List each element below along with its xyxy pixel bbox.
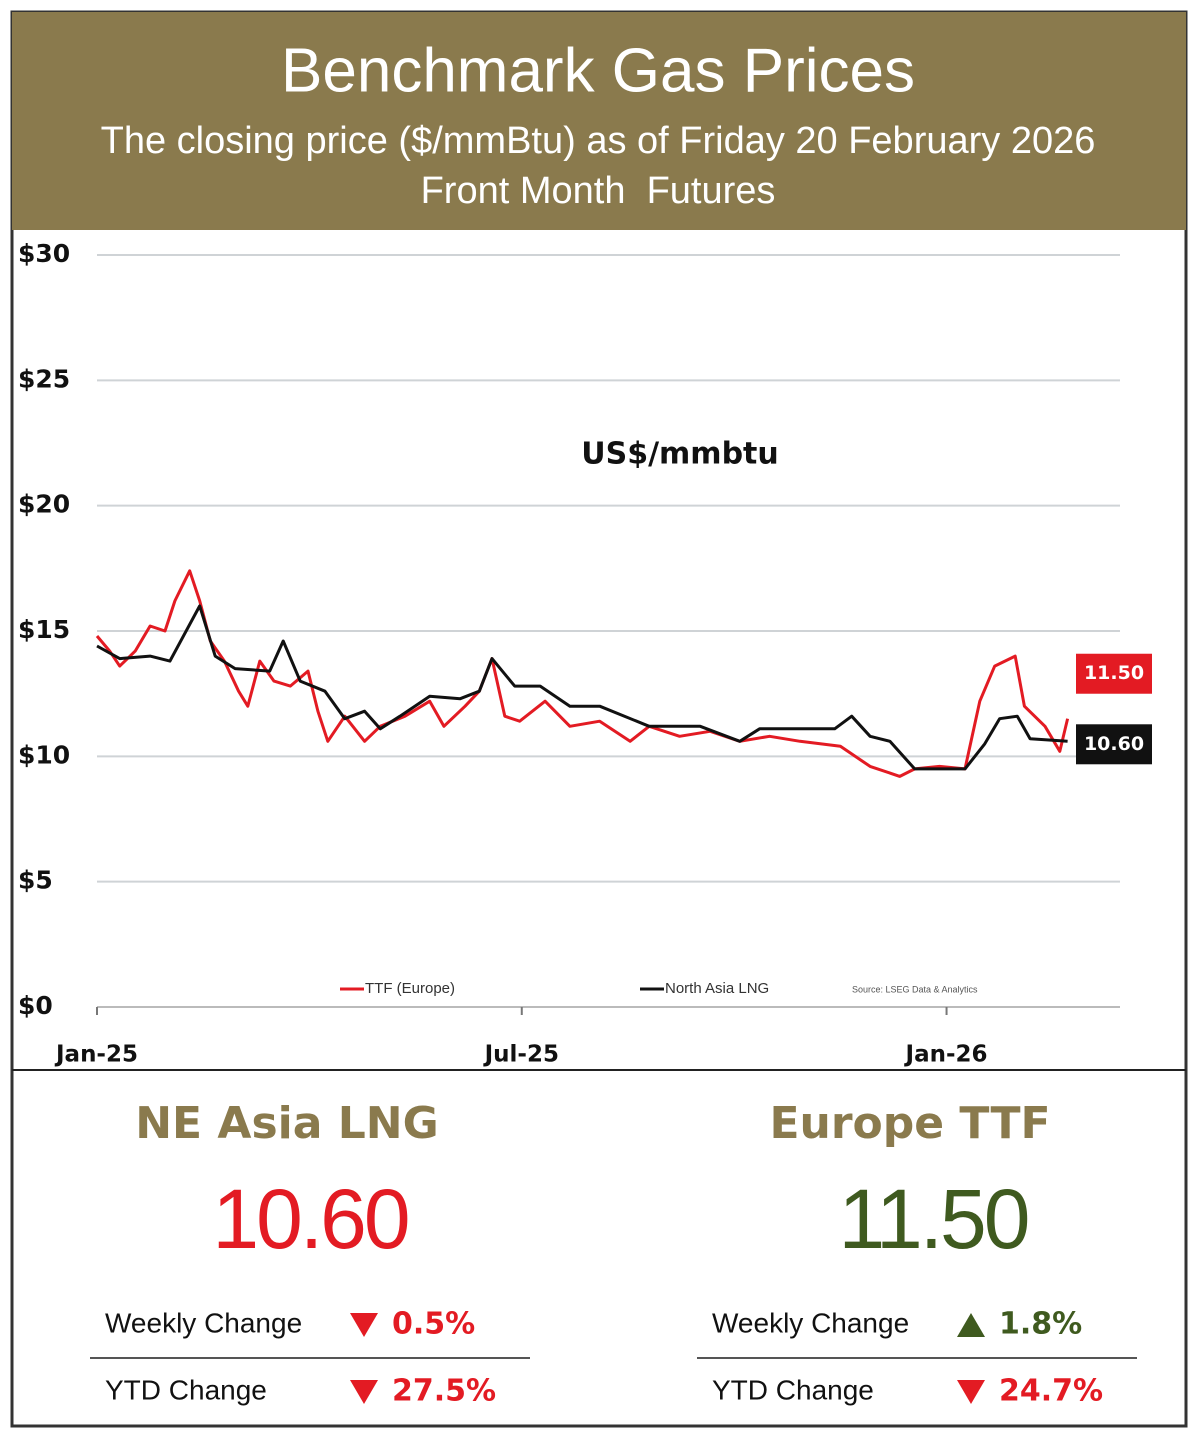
y-tick-label: $0 <box>18 991 53 1020</box>
y-tick-label: $5 <box>18 866 53 895</box>
y-tick-label: $25 <box>18 364 70 393</box>
end-label-box <box>1076 653 1152 694</box>
end-label: 10.60 <box>1084 733 1144 755</box>
change-label: Weekly Change <box>105 1307 302 1338</box>
panel-price: 10.60 <box>212 1172 407 1266</box>
change-value: 1.8% <box>999 1307 1082 1342</box>
y-tick-label: $30 <box>18 239 70 268</box>
change-label: YTD Change <box>712 1374 874 1405</box>
change-arrow <box>957 1313 985 1337</box>
y-tick-label: $20 <box>18 490 70 519</box>
legend-label: TTF (Europe) <box>365 980 455 997</box>
series-line <box>96 604 1068 771</box>
x-tick-label: Jan-25 <box>54 1042 138 1068</box>
change-label: YTD Change <box>105 1374 267 1405</box>
source: Source: LSEG Data & Analytics <box>852 984 978 994</box>
y-tick-label: $10 <box>18 740 70 769</box>
unit-annotation: US$/mmbtu <box>581 437 779 472</box>
change-value: 0.5% <box>392 1307 475 1342</box>
change-arrow <box>350 1380 378 1404</box>
panel-price: 11.50 <box>839 1172 1028 1266</box>
change-label: Weekly Change <box>712 1307 909 1338</box>
panel-name: NE Asia LNG <box>135 1098 439 1149</box>
end-label-box <box>1076 724 1152 765</box>
y-tick-label: $15 <box>18 615 70 644</box>
change-arrow <box>957 1380 985 1404</box>
frame <box>10 10 1188 1428</box>
title: Benchmark Gas Prices <box>281 36 915 105</box>
legend-label: North Asia LNG <box>665 980 769 997</box>
end-label: 11.50 <box>1084 662 1144 684</box>
subtitle: The closing price ($/mmBtu) as of Friday… <box>101 120 1096 162</box>
header-band <box>12 12 1186 230</box>
change-value: 27.5% <box>392 1374 496 1409</box>
change-value: 24.7% <box>999 1374 1103 1409</box>
change-arrow <box>350 1313 378 1337</box>
x-tick-label: Jan-26 <box>904 1042 988 1068</box>
subtitle: Front Month Futures <box>421 170 776 212</box>
panel-name: Europe TTF <box>769 1098 1050 1149</box>
x-tick-label: Jul-25 <box>483 1042 559 1068</box>
